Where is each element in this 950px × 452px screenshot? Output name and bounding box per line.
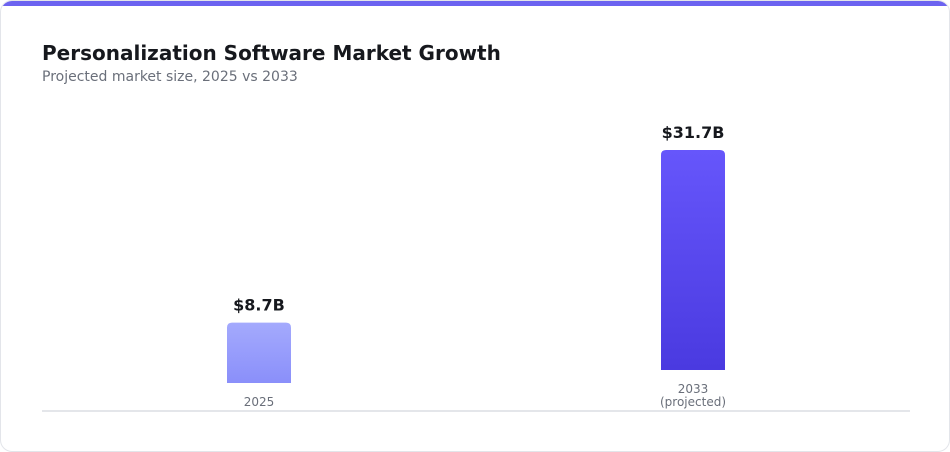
value-label-2025: $8.7B <box>233 296 285 315</box>
category-label-2025: 2025 <box>244 395 275 409</box>
chart-title: Personalization Software Market Growth <box>42 41 501 65</box>
category-label-2033: 2033 <box>678 382 709 396</box>
bar-2033 <box>661 150 725 370</box>
category-label-2033-sub: (projected) <box>660 395 726 409</box>
accent-bar <box>1 1 949 6</box>
bar-2025 <box>227 322 291 383</box>
value-label-2033: $31.7B <box>662 123 725 142</box>
chart-subtitle: Projected market size, 2025 vs 2033 <box>42 69 298 85</box>
